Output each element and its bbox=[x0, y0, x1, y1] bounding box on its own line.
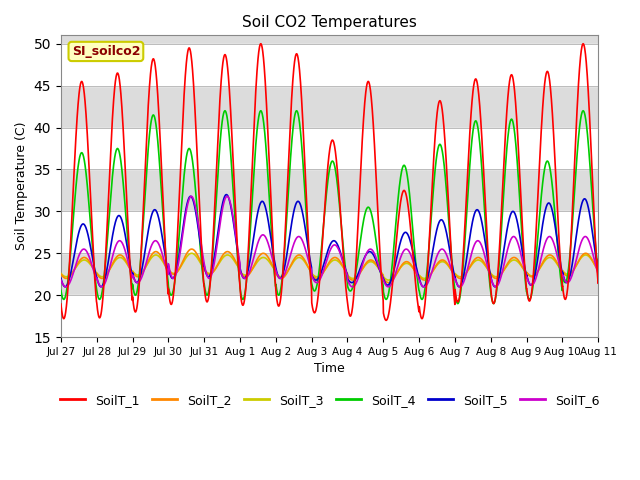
Bar bbox=[61, 128, 598, 169]
Text: SI_soilco2: SI_soilco2 bbox=[72, 45, 140, 58]
X-axis label: Time: Time bbox=[314, 362, 345, 375]
Bar bbox=[61, 295, 598, 337]
Bar bbox=[61, 211, 598, 253]
Legend: SoilT_1, SoilT_2, SoilT_3, SoilT_4, SoilT_5, SoilT_6: SoilT_1, SoilT_2, SoilT_3, SoilT_4, Soil… bbox=[55, 389, 604, 412]
Bar bbox=[61, 44, 598, 85]
Y-axis label: Soil Temperature (C): Soil Temperature (C) bbox=[15, 122, 28, 251]
Title: Soil CO2 Temperatures: Soil CO2 Temperatures bbox=[242, 15, 417, 30]
